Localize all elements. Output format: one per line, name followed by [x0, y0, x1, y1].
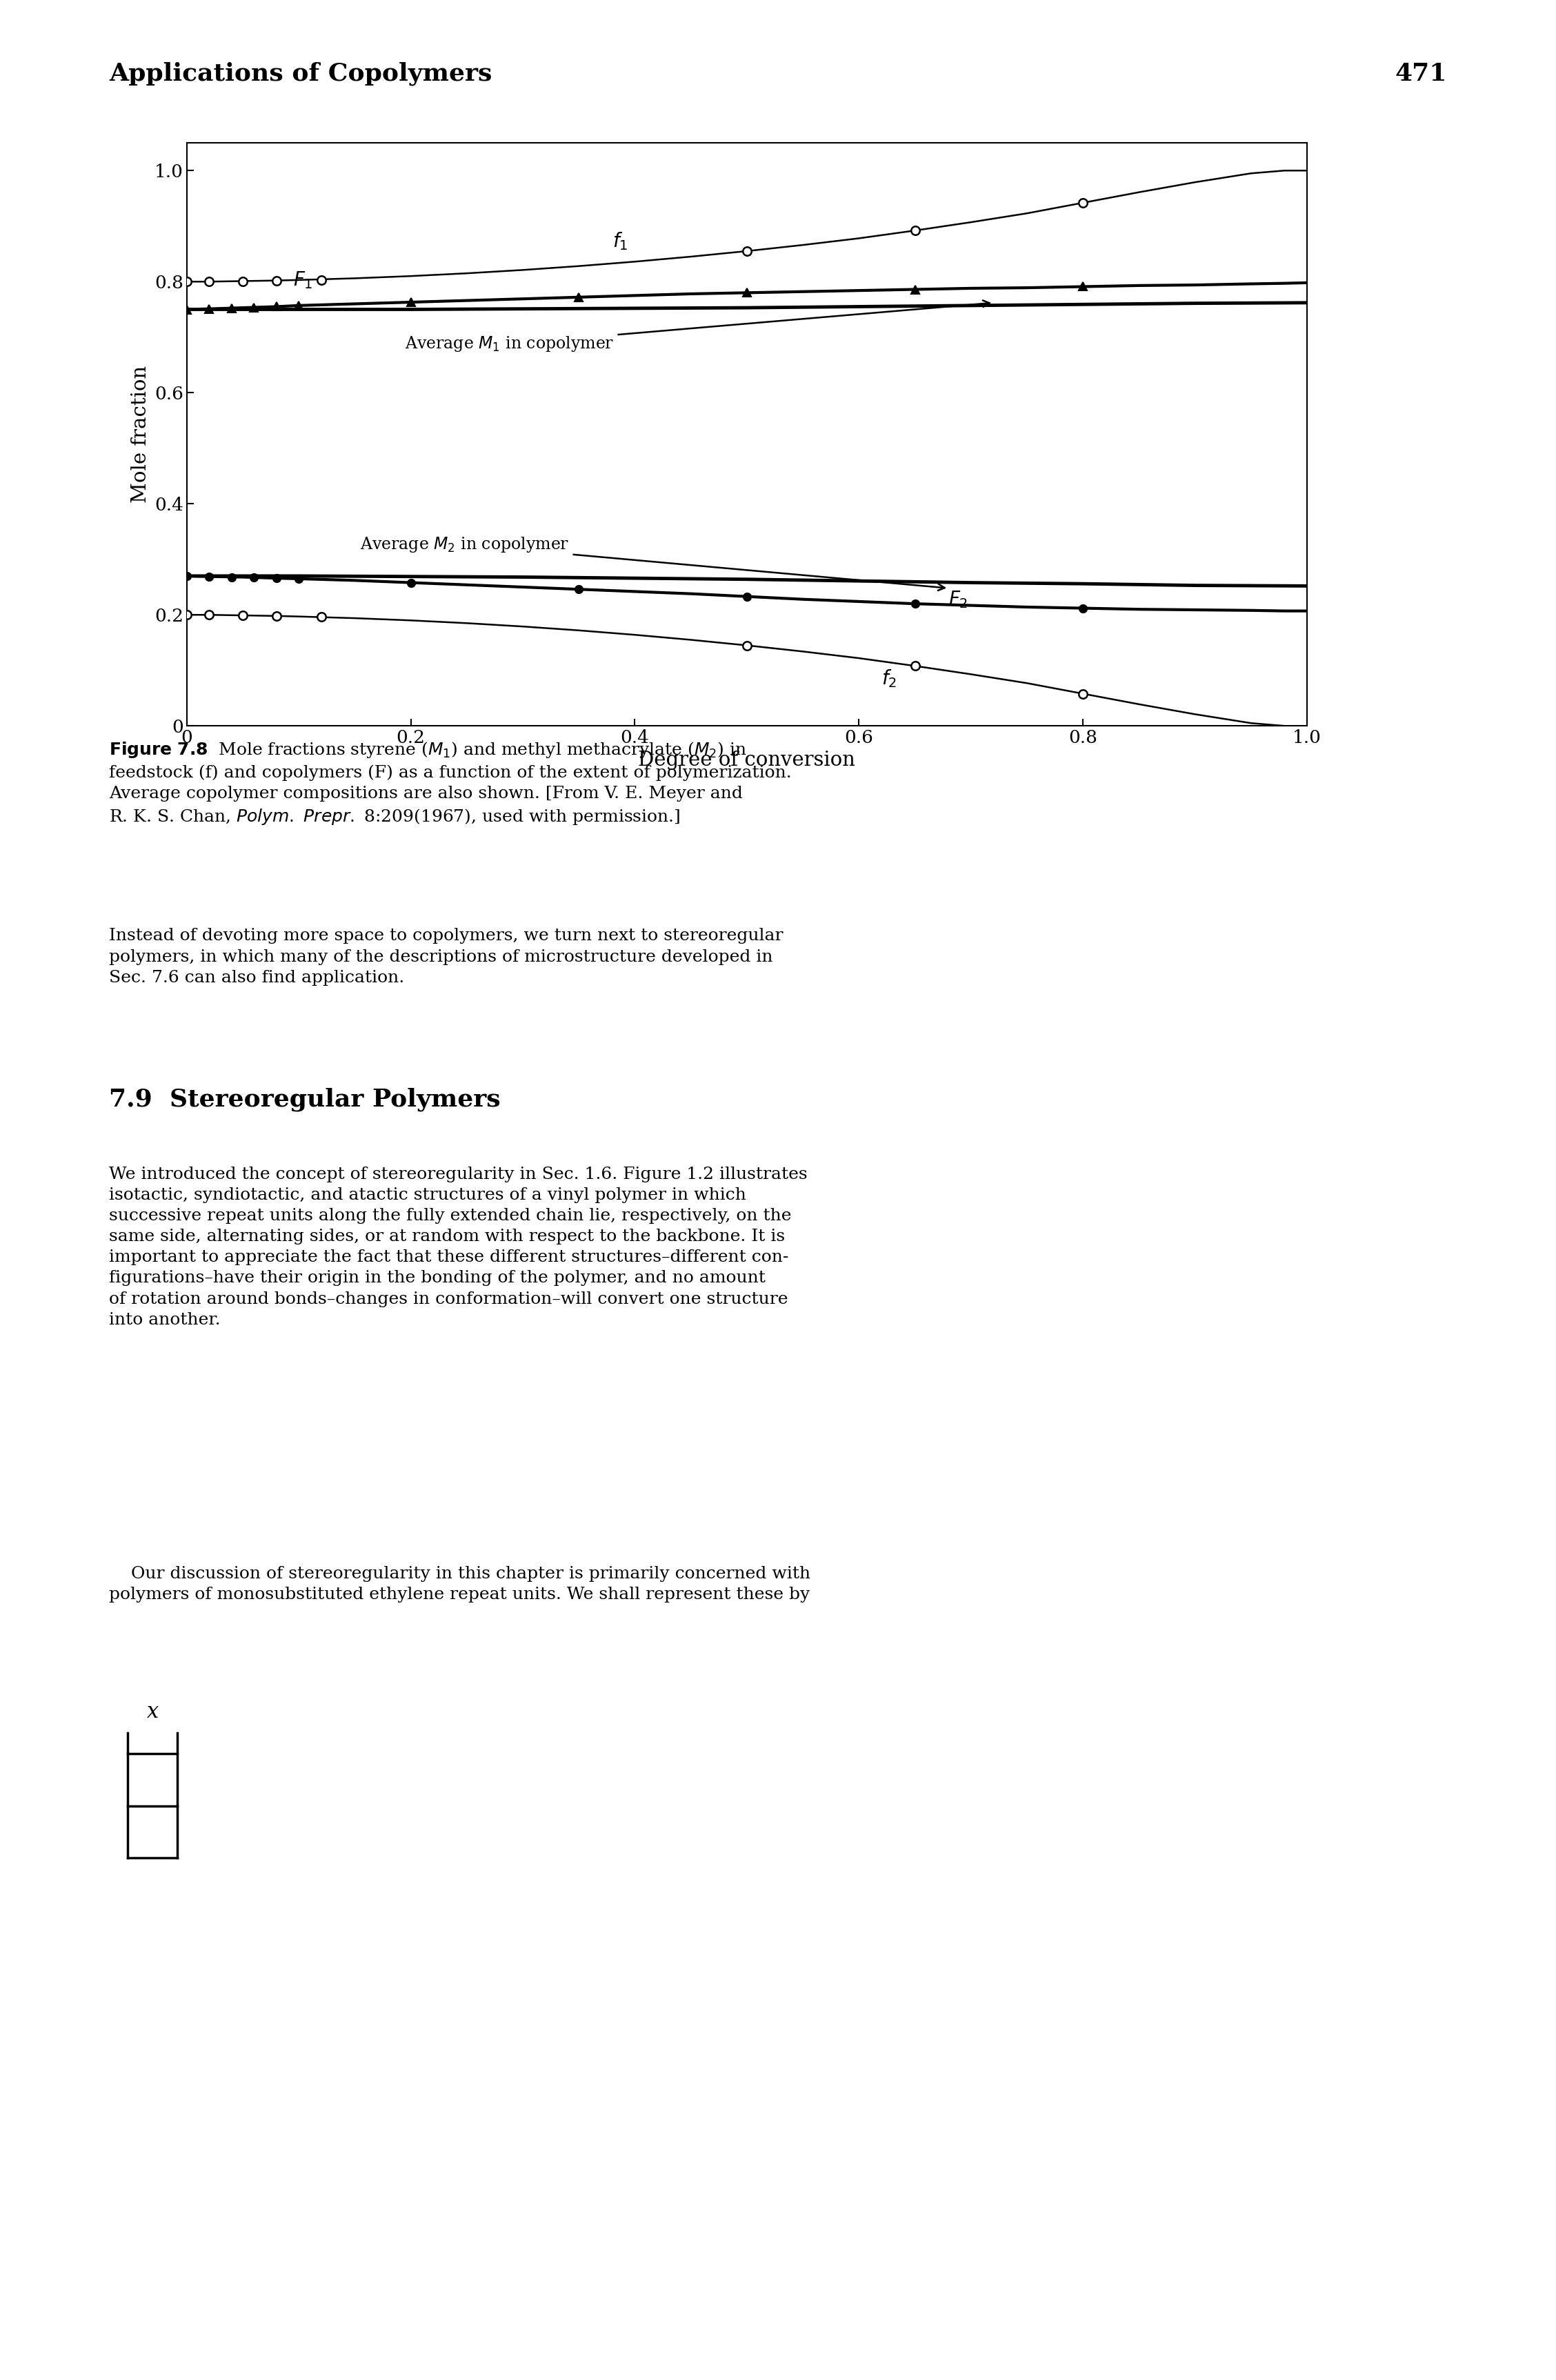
Text: 471: 471 [1396, 62, 1447, 86]
X-axis label: Degree of conversion: Degree of conversion [638, 750, 856, 769]
Text: Instead of devoting more space to copolymers, we turn next to stereoregular
poly: Instead of devoting more space to copoly… [109, 928, 783, 985]
Text: Applications of Copolymers: Applications of Copolymers [109, 62, 492, 86]
Text: Average $M_2$ in copolymer: Average $M_2$ in copolymer [361, 536, 944, 590]
Text: $F_1$: $F_1$ [293, 269, 313, 290]
Text: 7.9  Stereoregular Polymers: 7.9 Stereoregular Polymers [109, 1088, 501, 1111]
Text: $f_2$: $f_2$ [881, 669, 896, 688]
Text: Our discussion of stereoregularity in this chapter is primarily concerned with
p: Our discussion of stereoregularity in th… [109, 1566, 811, 1602]
Text: We introduced the concept of stereoregularity in Sec. 1.6. Figure 1.2 illustrate: We introduced the concept of stereoregul… [109, 1166, 808, 1328]
Text: $\mathbf{Figure\ 7.8}$  Mole fractions styrene ($M_1$) and methyl methacrylate (: $\mathbf{Figure\ 7.8}$ Mole fractions st… [109, 740, 792, 826]
Text: $f_1$: $f_1$ [613, 231, 629, 252]
Text: Average $M_1$ in copolymer: Average $M_1$ in copolymer [405, 300, 990, 352]
Text: x: x [146, 1702, 159, 1723]
Text: $F_2$: $F_2$ [949, 588, 968, 609]
Y-axis label: Mole fraction: Mole fraction [131, 367, 151, 502]
